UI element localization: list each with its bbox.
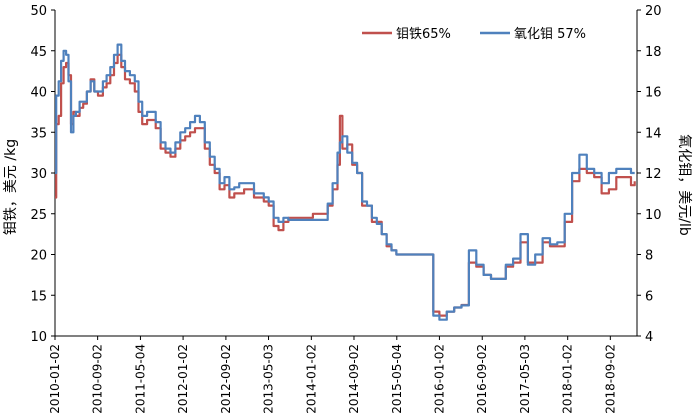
legend: 钼铁65% 氧化钼 57%	[362, 27, 586, 42]
x-tick-label: 2017-05-03	[518, 344, 532, 414]
x-tick-label: 2010-01-02	[48, 344, 62, 414]
x-tick-label: 2016-01-02	[432, 344, 446, 414]
right-y-axis: 4 6 8 10 12 14 16 18 20	[637, 4, 662, 345]
left-y-tick-label: 20	[30, 249, 47, 264]
right-axis-title: 氧化钼，美元/lb	[676, 134, 692, 236]
left-y-tick-label: 10	[30, 330, 47, 345]
right-y-tick-label: 4	[645, 330, 653, 345]
right-y-tick-label: 8	[645, 249, 653, 264]
molybdenum-oxide-series-line	[55, 43, 635, 321]
x-tick-label: 2018-01-02	[561, 344, 575, 414]
right-y-tick-label: 14	[645, 126, 662, 141]
left-y-tick-label: 35	[30, 126, 47, 141]
left-y-tick-label: 30	[30, 167, 47, 182]
ferromolybdenum-series-line	[55, 53, 636, 317]
right-y-tick-label: 6	[645, 289, 653, 304]
left-y-tick-label: 50	[30, 4, 47, 19]
x-tick-label: 2014-09-02	[347, 344, 361, 414]
left-axis-title: 钼铁，美元 /kg	[3, 139, 19, 235]
x-tick-label: 2014-01-02	[304, 344, 318, 414]
x-tick-label: 2010-09-02	[91, 344, 105, 414]
x-tick-label: 2016-09-02	[475, 344, 489, 414]
left-y-tick-label: 15	[30, 289, 47, 304]
left-y-tick-label: 25	[30, 208, 47, 223]
x-tick-label: 2012-09-02	[219, 344, 233, 414]
right-y-tick-label: 12	[645, 167, 662, 182]
right-y-tick-label: 18	[645, 45, 662, 60]
plot-area	[54, 10, 638, 337]
x-tick-label: 2015-05-04	[390, 344, 404, 414]
x-tick-label: 2013-05-03	[262, 344, 276, 414]
left-y-tick-label: 40	[30, 86, 47, 101]
x-tick-label: 2011-05-04	[133, 344, 147, 414]
right-y-tick-label: 10	[645, 208, 662, 223]
series-lines	[55, 43, 636, 321]
right-y-tick-label: 16	[645, 86, 662, 101]
right-y-tick-label: 20	[645, 4, 662, 19]
x-tick-label: 2012-01-02	[176, 344, 190, 414]
legend-label-molybdenum-oxide: 氧化钼 57%	[514, 27, 586, 42]
legend-label-ferromolybdenum: 钼铁65%	[396, 27, 451, 42]
left-y-axis: 10 15 20 25 30 35 40 45 50	[30, 4, 55, 345]
x-axis: 2010-01-02 2010-09-02 2011-05-04 2012-01-02…	[48, 336, 617, 414]
x-tick-label: 2018-09-02	[603, 344, 617, 414]
left-y-tick-label: 45	[30, 45, 47, 60]
